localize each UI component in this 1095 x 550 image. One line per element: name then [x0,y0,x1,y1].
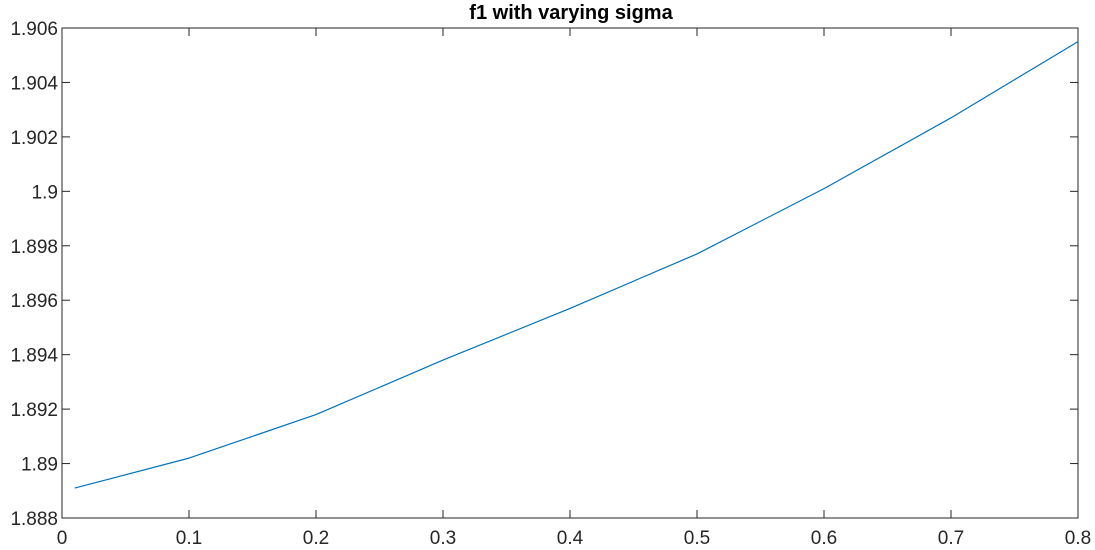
y-tick-label: 1.894 [10,346,58,367]
x-tick-label: 0.2 [303,528,329,549]
x-tick-label: 0.7 [938,528,964,549]
y-tick-label: 1.904 [10,73,58,94]
x-tick-label: 0.6 [811,528,837,549]
x-tick-label: 0.5 [684,528,710,549]
series-layer [74,41,1079,489]
y-tick-label: 1.888 [10,509,58,530]
y-tick-label: 1.9 [32,182,58,203]
y-tick-label: 1.902 [10,128,58,149]
y-tick-label: 1.898 [10,237,58,258]
x-tick-label: 0 [57,528,68,549]
x-tick-label: 0.1 [176,528,202,549]
x-tick-label: 0.8 [1065,528,1091,549]
y-tick-label: 1.89 [21,455,58,476]
y-axis: 1.888 1.89 1.892 1.894 1.896 1.898 1.9 1.902 1.9… [10,19,1078,530]
x-tick-label: 0.3 [430,528,456,549]
y-tick-label: 1.896 [10,291,58,312]
y-tick-label: 1.892 [10,400,58,421]
x-tick-label: 0.4 [557,528,584,549]
y-tick-label: 1.906 [10,19,58,40]
chart-title: f1 with varying sigma [469,2,673,24]
x-axis: 0 0.1 0.2 0.3 0.4 0.5 0.6 0.7 0.8 [57,28,1091,549]
plot-area [61,27,1079,519]
series-line-0 [74,41,1079,489]
